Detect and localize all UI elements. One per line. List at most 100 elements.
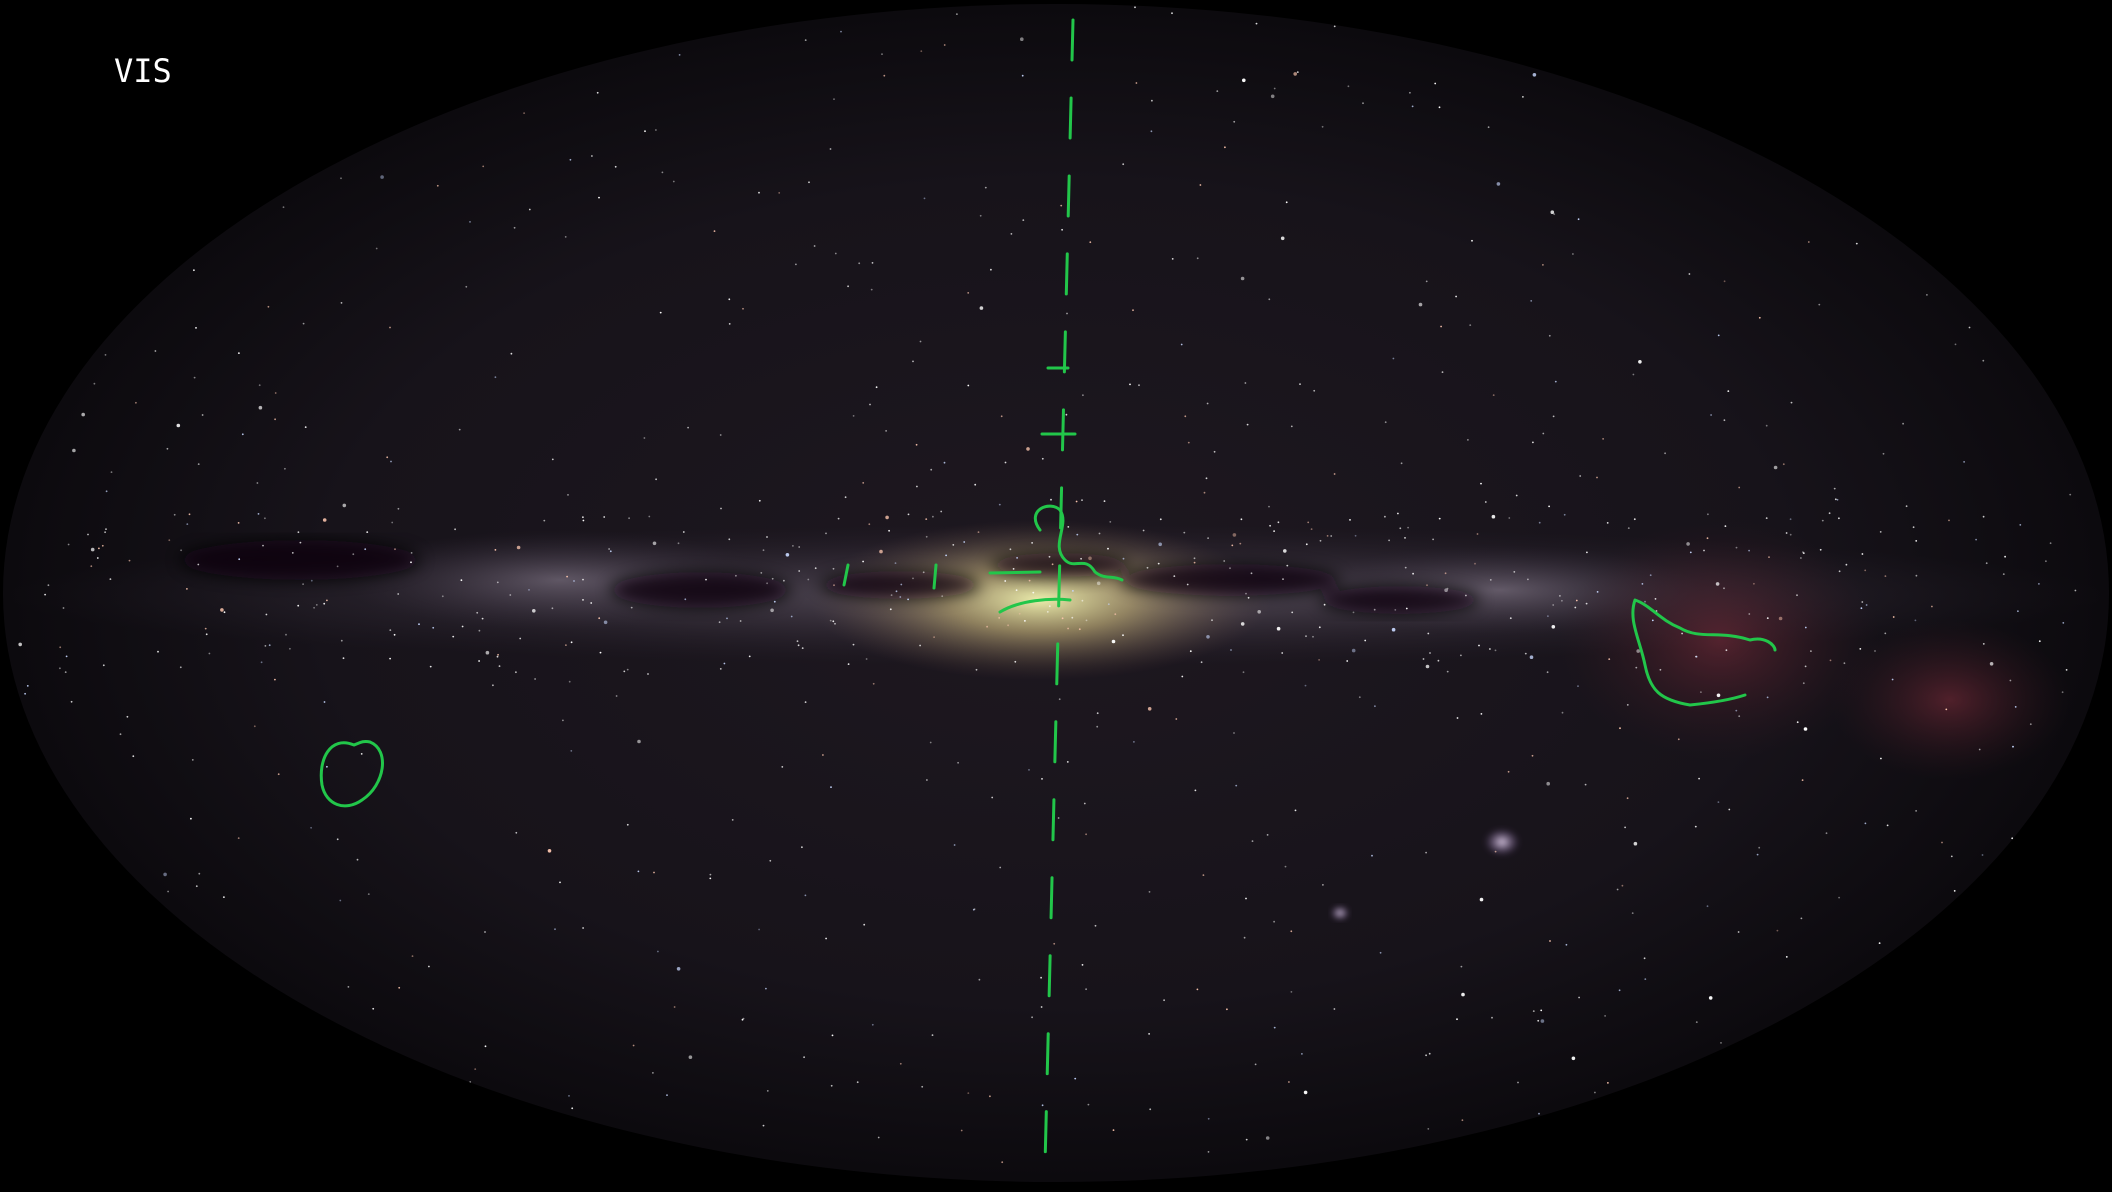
star	[1067, 526, 1070, 528]
star	[943, 461, 946, 464]
star	[510, 352, 513, 355]
star	[1318, 626, 1321, 629]
star	[119, 733, 122, 736]
star	[932, 515, 934, 518]
star	[1596, 591, 1599, 593]
star	[661, 171, 664, 174]
star	[1028, 579, 1031, 582]
star	[647, 673, 649, 675]
star	[1283, 549, 1287, 553]
star	[1531, 754, 1534, 757]
star	[1487, 126, 1490, 129]
star	[929, 741, 932, 744]
star	[739, 620, 742, 622]
star	[682, 531, 685, 533]
star	[762, 1124, 765, 1127]
star	[104, 531, 106, 534]
star	[862, 482, 865, 484]
star	[609, 550, 612, 553]
star	[1243, 936, 1246, 939]
star	[474, 1068, 477, 1070]
star	[26, 685, 29, 687]
star	[2049, 542, 2052, 545]
star	[1286, 564, 1289, 567]
star	[1138, 384, 1140, 387]
star	[1644, 600, 1646, 603]
star	[888, 529, 890, 532]
star	[1491, 514, 1496, 519]
star	[1422, 658, 1425, 660]
star	[1978, 748, 1981, 751]
star	[1963, 461, 1965, 463]
star	[274, 418, 276, 421]
star	[778, 192, 781, 194]
star	[547, 849, 552, 853]
star	[1240, 276, 1245, 281]
star	[1575, 599, 1578, 602]
star	[1723, 587, 1725, 590]
star	[197, 463, 200, 465]
star	[1547, 615, 1549, 617]
star	[1404, 537, 1406, 539]
star	[1301, 1053, 1303, 1055]
star	[1122, 163, 1125, 166]
star	[1151, 99, 1153, 102]
star	[1738, 486, 1741, 489]
star	[1085, 988, 1087, 991]
star	[1187, 441, 1190, 444]
star	[1364, 639, 1367, 642]
star	[957, 761, 959, 764]
star	[478, 629, 481, 632]
star	[1461, 992, 1465, 997]
star	[998, 503, 1001, 506]
star	[1404, 566, 1407, 569]
star	[454, 528, 456, 531]
star	[1040, 976, 1042, 979]
star	[890, 594, 893, 596]
star	[1158, 542, 1162, 547]
star	[1072, 590, 1074, 592]
star	[672, 180, 675, 183]
star	[1255, 22, 1258, 25]
star	[1552, 415, 1555, 418]
star	[1508, 517, 1511, 519]
star	[762, 549, 765, 552]
star	[852, 415, 855, 417]
star	[1649, 574, 1652, 577]
star	[1985, 562, 1988, 565]
star	[1720, 1042, 1722, 1044]
star	[1313, 389, 1316, 392]
star	[265, 613, 268, 616]
star	[1233, 732, 1235, 734]
star	[167, 890, 170, 893]
band-label: VIS	[114, 52, 172, 90]
star	[1882, 452, 1885, 455]
star	[990, 268, 992, 271]
star	[1982, 359, 1985, 362]
star	[1202, 874, 1205, 876]
star	[877, 1136, 880, 1139]
star	[1941, 841, 1943, 844]
star	[128, 559, 131, 562]
star	[822, 754, 824, 756]
star	[912, 360, 914, 363]
star	[482, 165, 485, 168]
star	[523, 112, 525, 114]
star	[1031, 1016, 1033, 1019]
star	[1224, 146, 1226, 149]
star	[831, 1034, 834, 1037]
star	[326, 765, 328, 768]
star	[1565, 943, 1568, 946]
star	[1540, 1019, 1545, 1023]
star	[1515, 494, 1518, 497]
star	[528, 208, 531, 211]
star	[1549, 940, 1551, 942]
star	[1807, 241, 1810, 243]
star	[829, 619, 832, 622]
star	[1200, 661, 1203, 664]
star	[1291, 611, 1294, 614]
star	[284, 467, 286, 470]
star	[1163, 999, 1165, 1002]
star	[825, 532, 827, 535]
star	[340, 177, 342, 180]
